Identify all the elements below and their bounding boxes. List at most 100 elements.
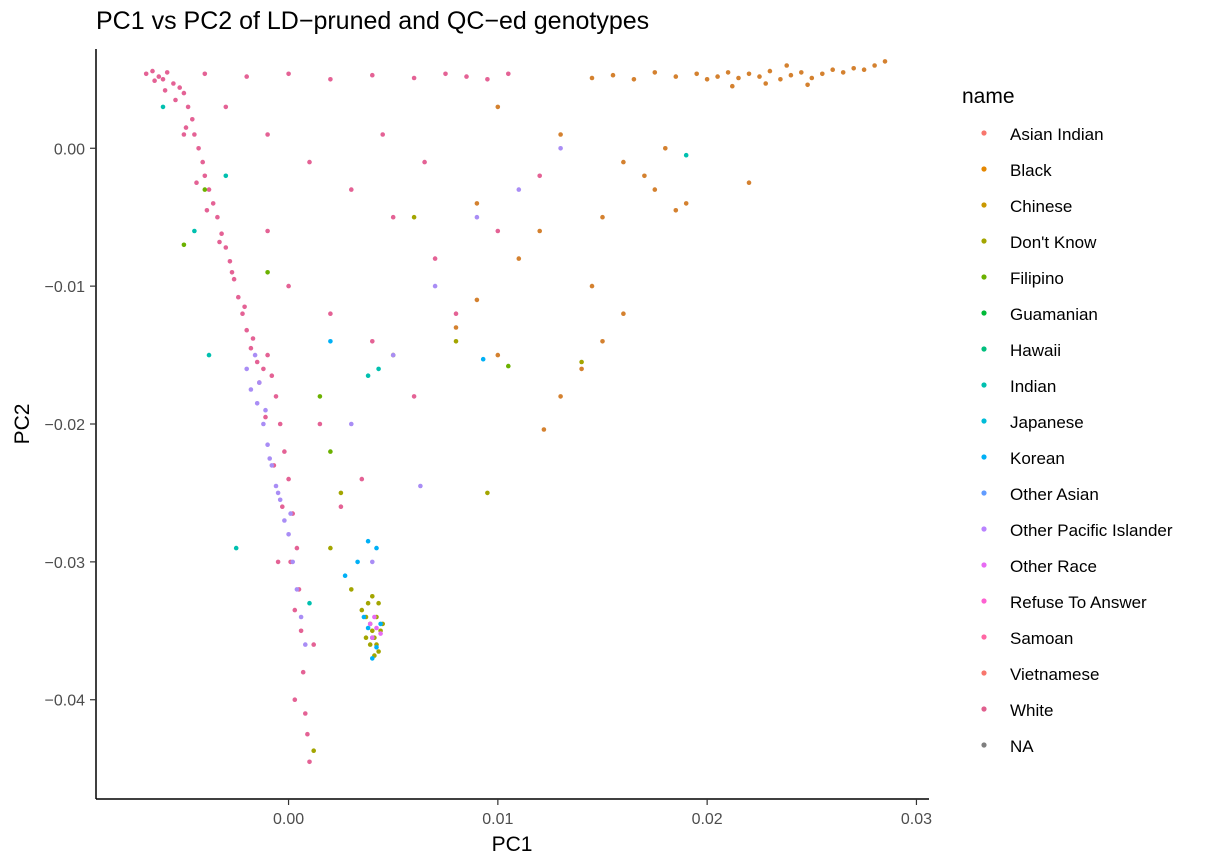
point-korean-6 bbox=[365, 538, 371, 544]
point-white-16 bbox=[215, 214, 220, 220]
point-white-69 bbox=[181, 132, 187, 137]
legend-label: Hawaii bbox=[1010, 341, 1061, 360]
legend-label: Asian Indian bbox=[1010, 125, 1104, 144]
point-black-26 bbox=[610, 72, 616, 78]
point-filipino-1 bbox=[265, 270, 270, 275]
point-don-t-know-16 bbox=[349, 587, 354, 592]
point-black-27 bbox=[589, 75, 595, 81]
legend-key-dot bbox=[981, 490, 987, 496]
point-indian-6 bbox=[233, 545, 239, 551]
point-white-22 bbox=[240, 311, 245, 317]
x-tick-label: 0.00 bbox=[273, 811, 304, 828]
point-other-race-18 bbox=[275, 490, 281, 496]
legend-key-dot bbox=[981, 382, 987, 388]
point-black-31 bbox=[663, 146, 668, 151]
legend-items: Asian Indian Black Chinese Don't Know Filipi… bbox=[981, 125, 1173, 756]
point-black-40 bbox=[558, 394, 563, 399]
point-black-19 bbox=[763, 81, 768, 86]
point-black-41 bbox=[541, 427, 547, 432]
point-black-8 bbox=[788, 72, 794, 78]
point-white-59 bbox=[265, 228, 270, 234]
point-white-74 bbox=[194, 180, 199, 185]
legend-label: Don't Know bbox=[1010, 233, 1097, 252]
point-white-60 bbox=[317, 421, 323, 427]
point-other-race-6 bbox=[273, 483, 279, 489]
point-other-race-1 bbox=[248, 387, 254, 392]
point-other-race-23 bbox=[474, 214, 480, 220]
y-tick-label: −0.01 bbox=[45, 279, 86, 296]
point-white-52 bbox=[307, 159, 312, 165]
legend-key-dot bbox=[981, 742, 987, 748]
point-don-t-know-21 bbox=[453, 339, 459, 344]
legend-item-other-asian: Other Asian bbox=[981, 485, 1099, 504]
point-white-9 bbox=[190, 117, 195, 122]
point-white-58 bbox=[286, 283, 291, 289]
point-white-88 bbox=[275, 559, 281, 565]
point-black-48 bbox=[652, 187, 658, 192]
point-black-5 bbox=[757, 74, 762, 79]
point-other-race-9 bbox=[286, 532, 291, 537]
point-black-16 bbox=[872, 63, 877, 68]
point-don-t-know-17 bbox=[328, 545, 333, 551]
point-korean-5 bbox=[370, 656, 375, 661]
point-white-48 bbox=[485, 77, 490, 82]
point-white-85 bbox=[292, 607, 298, 613]
data-points bbox=[143, 59, 888, 765]
y-axis-title: PC2 bbox=[11, 404, 34, 445]
point-white-64 bbox=[453, 311, 459, 317]
point-white-57 bbox=[370, 339, 375, 344]
point-white-62 bbox=[359, 476, 365, 482]
point-white-27 bbox=[265, 352, 270, 358]
point-white-45 bbox=[411, 75, 417, 81]
y-tick-label: −0.03 bbox=[45, 555, 86, 572]
point-korean-7 bbox=[374, 545, 379, 551]
point-black-17 bbox=[882, 59, 888, 64]
x-axis-title: PC1 bbox=[492, 833, 533, 856]
point-black-44 bbox=[453, 325, 459, 330]
point-white-43 bbox=[328, 77, 333, 82]
point-don-t-know-23 bbox=[579, 359, 584, 365]
legend-key-dot bbox=[981, 598, 987, 604]
point-white-41 bbox=[244, 74, 249, 79]
legend-item-vietnamese: Vietnamese bbox=[981, 665, 1099, 684]
legend-item-other-race: Other Race bbox=[981, 557, 1097, 576]
legend-key-dot bbox=[981, 274, 987, 280]
point-white-77 bbox=[229, 270, 235, 275]
point-white-40 bbox=[202, 71, 208, 77]
point-korean-10 bbox=[480, 356, 486, 362]
point-white-51 bbox=[265, 132, 270, 137]
point-black-18 bbox=[730, 83, 735, 89]
point-other-race-0 bbox=[244, 366, 249, 372]
point-other-race-12 bbox=[298, 614, 304, 620]
legend-label: Black bbox=[1010, 161, 1052, 180]
point-white-50 bbox=[223, 104, 229, 110]
point-black-13 bbox=[840, 70, 846, 75]
x-tick-label: 0.03 bbox=[901, 811, 932, 828]
point-refuse-to-answer-4 bbox=[372, 614, 377, 620]
x-tick-label: 0.01 bbox=[482, 811, 513, 828]
point-white-79 bbox=[250, 336, 256, 341]
point-white-15 bbox=[210, 201, 216, 206]
point-black-37 bbox=[621, 311, 626, 317]
point-white-31 bbox=[282, 449, 287, 454]
legend-label: White bbox=[1010, 701, 1053, 720]
point-white-17 bbox=[219, 231, 224, 236]
legend-item-chinese: Chinese bbox=[981, 197, 1072, 216]
point-korean-0 bbox=[361, 614, 367, 620]
point-white-19 bbox=[227, 259, 233, 264]
legend-label: Chinese bbox=[1010, 197, 1072, 216]
legend-title: name bbox=[962, 85, 1015, 108]
point-white-1 bbox=[150, 68, 155, 74]
point-white-11 bbox=[196, 146, 201, 151]
point-white-76 bbox=[217, 239, 222, 245]
point-white-37 bbox=[300, 669, 306, 675]
point-filipino-0 bbox=[202, 187, 208, 192]
point-korean-4 bbox=[378, 621, 383, 627]
point-white-14 bbox=[206, 187, 212, 192]
point-indian-2 bbox=[160, 104, 166, 110]
legend-item-guamanian: Guamanian bbox=[981, 305, 1098, 324]
x-tick-label: 0.02 bbox=[692, 811, 723, 828]
point-other-race-13 bbox=[303, 642, 308, 647]
point-black-43 bbox=[474, 297, 480, 303]
